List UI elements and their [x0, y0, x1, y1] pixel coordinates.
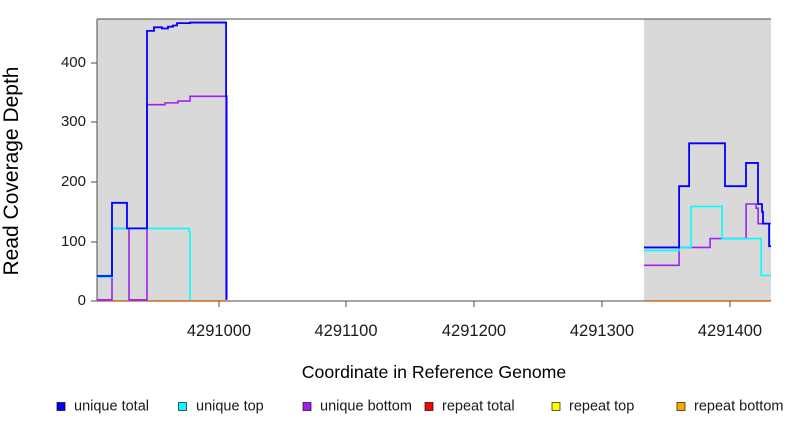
svg-text:4291300: 4291300 — [570, 322, 634, 340]
svg-text:unique top: unique top — [196, 399, 264, 415]
svg-text:400: 400 — [61, 54, 86, 71]
svg-text:repeat total: repeat total — [442, 399, 515, 415]
svg-text:Read Coverage Depth: Read Coverage Depth — [0, 67, 23, 276]
svg-text:unique total: unique total — [74, 399, 149, 415]
svg-text:100: 100 — [61, 233, 86, 250]
svg-text:0: 0 — [78, 292, 86, 309]
svg-text:300: 300 — [61, 113, 86, 130]
svg-text:Coordinate in Reference Genome: Coordinate in Reference Genome — [302, 362, 567, 382]
svg-text:4291000: 4291000 — [187, 322, 251, 340]
svg-text:repeat top: repeat top — [569, 399, 634, 415]
svg-text:repeat bottom: repeat bottom — [694, 399, 783, 415]
svg-text:200: 200 — [61, 173, 86, 190]
svg-text:unique bottom: unique bottom — [320, 399, 412, 415]
svg-text:4291100: 4291100 — [314, 322, 377, 340]
svg-text:4291200: 4291200 — [442, 322, 506, 340]
svg-text:4291400: 4291400 — [698, 322, 762, 340]
